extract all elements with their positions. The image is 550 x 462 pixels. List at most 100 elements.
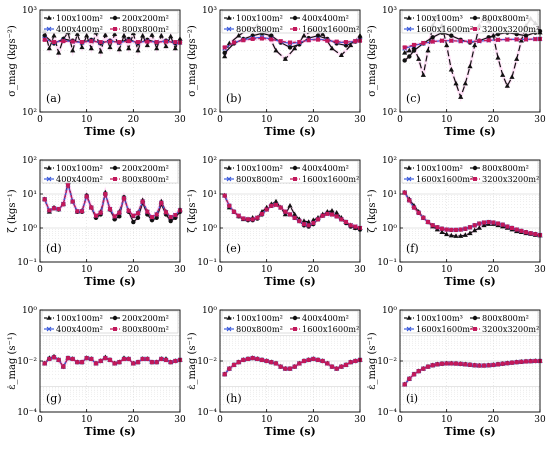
legend-label: 400x400m² — [56, 324, 103, 334]
data-point — [61, 364, 66, 369]
data-point — [278, 205, 283, 210]
legend: 100x100m² 200x200m² 400x400m² 800x800m² — [41, 160, 179, 184]
legend-label: 800x800m² — [482, 163, 529, 173]
data-point — [448, 232, 454, 238]
data-point — [435, 362, 440, 367]
y-tick-label: 10⁰ — [22, 224, 37, 234]
legend-marker — [292, 315, 298, 321]
data-point — [458, 39, 463, 44]
x-tick-label: 0 — [397, 115, 403, 125]
y-tick-label: 10⁻⁴ — [377, 408, 397, 418]
panel-6: 0 10 20 30 10⁻⁴ 10⁻² 10⁰ Time (s) ε̇_mag (s⁻¹) (g… — [7, 306, 186, 438]
legend-label: 3200x3200m² — [482, 24, 539, 34]
data-point — [108, 39, 112, 44]
data-point — [430, 35, 435, 40]
data-point — [122, 356, 126, 361]
legend-marker-stroke — [226, 176, 232, 182]
data-point — [158, 32, 164, 38]
data-point — [518, 37, 524, 43]
legend-label: 1600x1600m² — [302, 174, 359, 184]
data-point — [440, 361, 444, 366]
legend: 100x100m³ 800x800m² 1600x1600m² 3200x3200m² — [401, 10, 539, 34]
data-point — [477, 363, 482, 368]
y-axis-label: ζ (kgs⁻¹) — [187, 189, 198, 232]
data-point — [269, 33, 274, 38]
x-tick-label: 0 — [217, 115, 223, 125]
data-point — [338, 52, 344, 58]
legend-marker-stroke — [406, 26, 412, 32]
data-point — [463, 226, 468, 231]
x-tick-label: 30 — [174, 265, 186, 275]
data-point — [89, 356, 94, 361]
legend-label: 800x800m² — [236, 324, 283, 334]
data-point — [154, 215, 159, 220]
data-point — [232, 40, 236, 45]
legend-box — [41, 10, 179, 34]
legend-marker-stroke — [226, 26, 232, 32]
data-point — [311, 356, 316, 361]
data-point — [107, 44, 113, 50]
data-point — [274, 361, 278, 366]
data-point — [514, 37, 519, 42]
data-point — [421, 366, 426, 371]
legend-box — [221, 310, 359, 334]
y-axis-label: σ_mag (kgs⁻²) — [367, 25, 378, 97]
y-axis-label: ε̇_mag (s⁻¹) — [367, 332, 378, 390]
legend-label: 100x100m² — [236, 163, 283, 173]
panel-label: (g) — [46, 392, 62, 405]
y-tick-label: 10⁰ — [202, 224, 217, 234]
data-point — [108, 207, 112, 212]
data-point — [533, 232, 538, 237]
data-point — [273, 47, 279, 53]
data-point — [316, 357, 320, 362]
data-point — [524, 359, 528, 364]
data-point — [89, 39, 94, 44]
y-tick-label: 10¹ — [202, 190, 217, 200]
legend-box — [221, 10, 359, 34]
data-point — [334, 214, 339, 219]
data-point — [154, 212, 159, 217]
panel-1: 0 10 20 30 10² 10³ Time (s) σ_mag (kgs⁻²) (b) 100… — [187, 6, 366, 138]
x-axis-label: Time (s) — [444, 275, 495, 288]
data-point — [440, 38, 444, 43]
legend-label: 3200x3200m² — [482, 174, 539, 184]
data-point — [297, 40, 302, 45]
x-tick-label: 0 — [37, 415, 43, 425]
data-point — [491, 362, 496, 367]
data-point — [287, 45, 293, 50]
x-tick-label: 20 — [308, 415, 320, 425]
legend-marker — [112, 165, 118, 171]
legend-marker — [472, 15, 478, 21]
panel-label: (e) — [226, 242, 241, 255]
legend-marker — [406, 15, 412, 20]
data-point — [514, 227, 519, 232]
legend-label: 800x800m² — [482, 13, 529, 23]
data-point — [325, 361, 330, 366]
legend: 100x100m² 400x400m² 800x800m² 1600x1600m² — [221, 310, 359, 334]
data-point — [250, 36, 255, 41]
data-point — [283, 366, 288, 371]
data-point — [420, 72, 426, 77]
data-point — [344, 362, 348, 367]
data-point — [500, 72, 506, 77]
data-point — [449, 38, 454, 43]
legend: 100x100m² 400x400m² 800x800m² 1600x1600m² — [221, 10, 359, 34]
legend-marker-stroke — [46, 176, 52, 182]
data-point — [264, 207, 269, 212]
data-point — [117, 210, 122, 215]
x-tick-label: 30 — [534, 265, 546, 275]
panel-4: 0 10 20 30 10⁻¹ 10⁰ 10¹ 10² Time (s) ζ (kgs⁻¹) (e)… — [187, 156, 366, 288]
y-tick-label: 10² — [22, 108, 37, 118]
data-point — [154, 360, 159, 365]
data-point — [164, 39, 168, 44]
data-point — [472, 363, 477, 368]
legend-box — [41, 160, 179, 184]
data-point — [144, 42, 150, 48]
data-point — [112, 31, 118, 36]
legend-box — [401, 10, 539, 34]
legend-label: 100x100m² — [416, 163, 463, 173]
x-tick-label: 10 — [261, 415, 273, 425]
data-point — [467, 63, 473, 69]
data-point — [173, 359, 178, 363]
data-point — [246, 217, 250, 222]
